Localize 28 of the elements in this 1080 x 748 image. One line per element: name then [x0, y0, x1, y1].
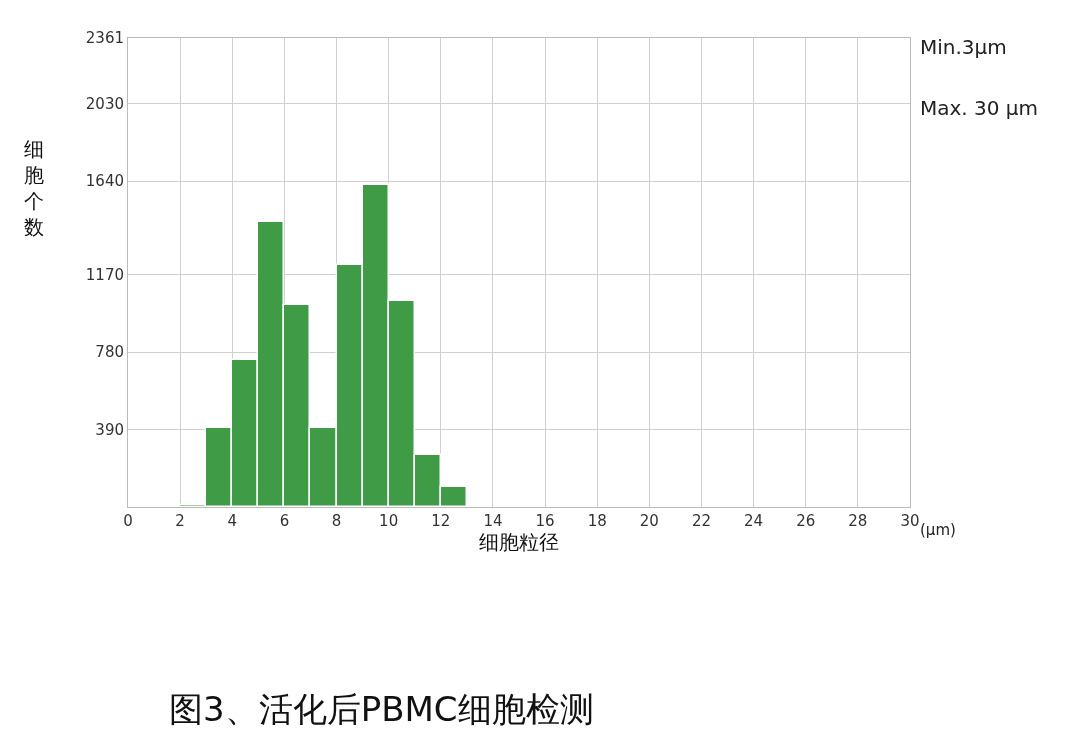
text: Min.3μm — [920, 35, 1007, 59]
x-tick-label: 22 — [691, 512, 712, 530]
text: (μm) — [920, 521, 956, 539]
y-tick-label: 2030 — [85, 95, 124, 113]
x-tick-label: 24 — [744, 512, 764, 530]
text: 图3、活化后PBMC细胞检测 — [169, 689, 594, 729]
x-tick-label: 6 — [279, 512, 290, 530]
x-tick-label: 4 — [227, 512, 238, 530]
x-tick-label: 2 — [175, 512, 185, 530]
y-tick-label: 2361 — [85, 29, 124, 48]
x-axis-title: 细胞粒径 — [479, 530, 559, 554]
x-tick-label: 18 — [587, 512, 607, 530]
y-tick-label: 780 — [95, 343, 124, 362]
x-tick-label: 0 — [123, 512, 133, 530]
text: Max. 30 μm — [920, 96, 1039, 120]
y-tick-label: 390 — [95, 420, 124, 439]
x-tick-label: 16 — [535, 512, 555, 530]
x-tick-label: 20 — [639, 512, 659, 530]
x-tick-label: 26 — [796, 512, 816, 530]
x-tick-label: 14 — [483, 512, 503, 530]
y-tick-label: 1170 — [85, 265, 124, 284]
y-tick-label: 1640 — [85, 172, 124, 191]
x-tick-label: 8 — [331, 512, 342, 530]
x-tick-label: 28 — [848, 512, 868, 530]
y-axis-title: 细胞个数 — [24, 137, 44, 239]
x-tick-label: 12 — [431, 512, 451, 530]
x-tick-label: 10 — [379, 512, 399, 530]
x-tick-label: 30 — [900, 512, 920, 530]
